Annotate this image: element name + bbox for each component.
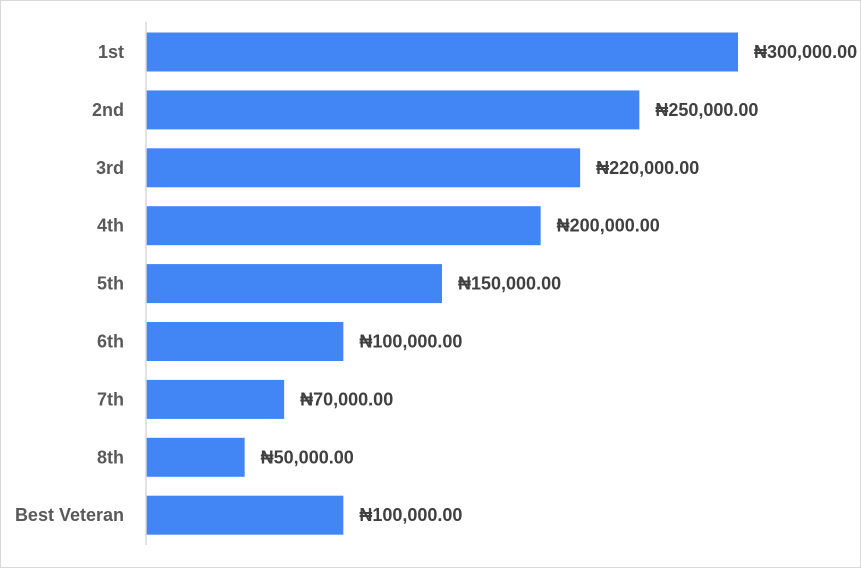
- bar-6th: [146, 322, 344, 361]
- category-label-4th: 4th: [97, 216, 124, 236]
- bar-7th: [146, 379, 285, 419]
- bar-best-veteran: [146, 495, 344, 535]
- category-label-best-veteran: Best Veteran: [15, 505, 124, 525]
- category-label-2nd: 2nd: [92, 100, 124, 120]
- value-labels: ₦300,000.00 ₦250,000.00 ₦220,000.00 ₦200,00…: [261, 42, 857, 525]
- value-label-3rd: ₦220,000.00: [596, 158, 699, 178]
- bar-2nd: [146, 90, 640, 130]
- bar-5th: [146, 264, 442, 304]
- bar-8th: [146, 437, 245, 477]
- bars-group: [146, 32, 738, 535]
- value-label-best-veteran: ₦100,000.00: [359, 505, 462, 525]
- category-label-3rd: 3rd: [96, 158, 124, 178]
- value-label-5th: ₦150,000.00: [458, 274, 561, 294]
- value-label-4th: ₦200,000.00: [557, 216, 660, 236]
- bar-3rd: [146, 148, 581, 188]
- category-label-6th: 6th: [97, 332, 124, 352]
- category-labels: 1st 2nd 3rd 4th 5th 6th 7th 8th Best Veteran: [15, 42, 124, 525]
- category-label-1st: 1st: [98, 42, 124, 62]
- value-label-6th: ₦100,000.00: [359, 332, 462, 352]
- value-label-1st: ₦300,000.00: [754, 42, 857, 62]
- category-label-5th: 5th: [97, 274, 124, 294]
- value-label-7th: ₦70,000.00: [300, 389, 393, 409]
- category-label-8th: 8th: [97, 447, 124, 467]
- bar-4th: [146, 206, 541, 246]
- category-label-7th: 7th: [97, 389, 124, 409]
- value-label-8th: ₦50,000.00: [261, 447, 354, 467]
- bar-1st: [146, 32, 738, 72]
- value-label-2nd: ₦250,000.00: [655, 100, 758, 120]
